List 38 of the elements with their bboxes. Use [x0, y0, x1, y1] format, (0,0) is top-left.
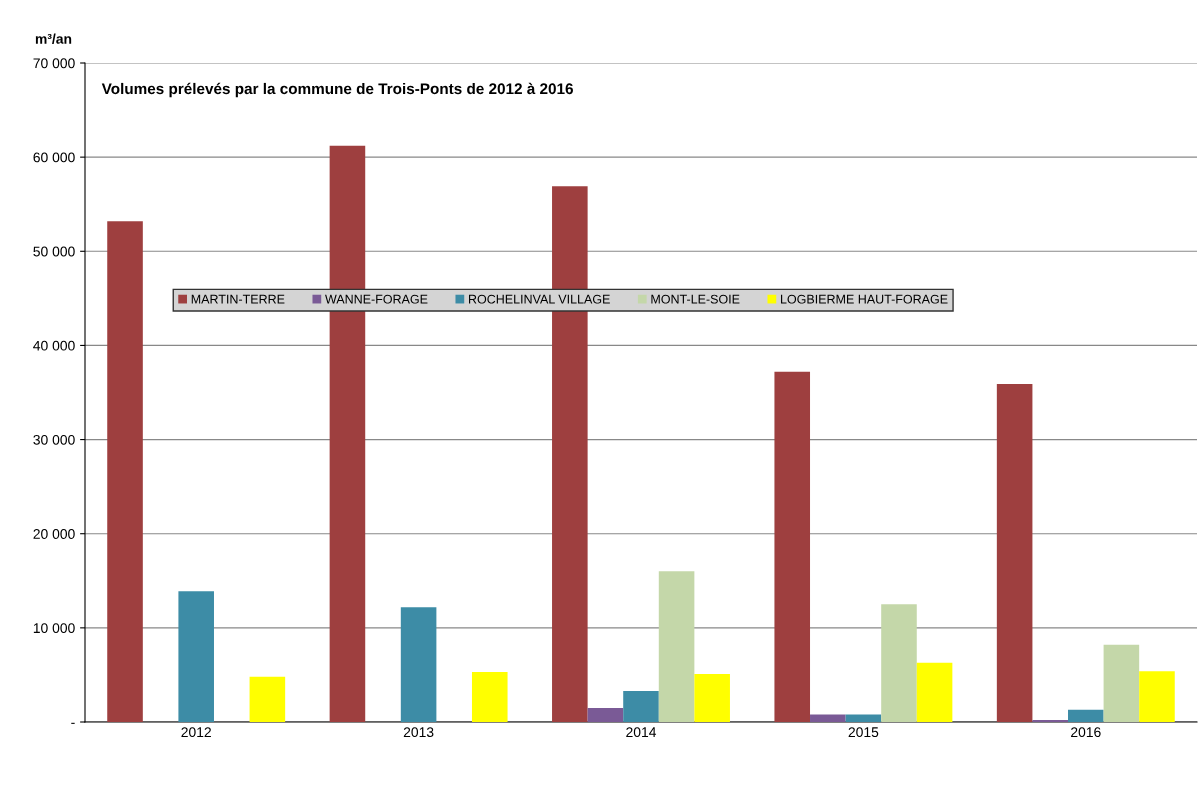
- bar: [249, 676, 286, 722]
- y-tick-label: 70 000: [33, 58, 75, 69]
- x-tick-label: 2012: [181, 727, 211, 738]
- bar: [1103, 644, 1140, 722]
- bar: [400, 607, 437, 722]
- y-tick-label: 30 000: [33, 434, 75, 445]
- bar: [1068, 709, 1104, 722]
- bar: [1139, 671, 1175, 722]
- legend-label: ROCHELINVAL VILLAGE: [469, 294, 610, 304]
- y-tick-label: 10 000: [33, 623, 75, 634]
- bar: [107, 221, 143, 722]
- y-axis-title: m³/an: [35, 33, 72, 44]
- y-tick-label: 50 000: [33, 246, 75, 257]
- y-tick-label: -: [71, 722, 75, 724]
- bar: [845, 714, 882, 722]
- legend-label: MARTIN-TERRE: [191, 294, 285, 304]
- bar: [774, 371, 811, 722]
- x-tick-label: 2016: [1071, 727, 1101, 738]
- legend-label: MONT-LE-SOIE: [651, 294, 740, 304]
- bar: [471, 672, 508, 722]
- legend-label: WANNE-FORAGE: [325, 294, 428, 304]
- x-tick-label: 2014: [626, 727, 657, 738]
- text: Volumes prélevés par la commune de Trois-Ponts de 2012 à 2016: [101, 82, 573, 98]
- y-tick-label: 40 000: [33, 340, 75, 351]
- y-tick-label: 60 000: [33, 152, 75, 163]
- x-tick-label: 2015: [848, 727, 879, 738]
- bar: [587, 707, 624, 722]
- bar: [916, 662, 953, 722]
- legend-label: LOGBIERME HAUT-FORAGE: [781, 294, 948, 304]
- bar: [881, 604, 917, 722]
- bar: [623, 690, 659, 722]
- bar: [810, 714, 846, 722]
- bar: [996, 384, 1033, 722]
- x-tick-label: 2013: [403, 727, 434, 738]
- bar: [658, 571, 695, 722]
- bar: [694, 673, 730, 722]
- bar: [178, 591, 214, 722]
- y-tick-label: 20 000: [33, 529, 75, 539]
